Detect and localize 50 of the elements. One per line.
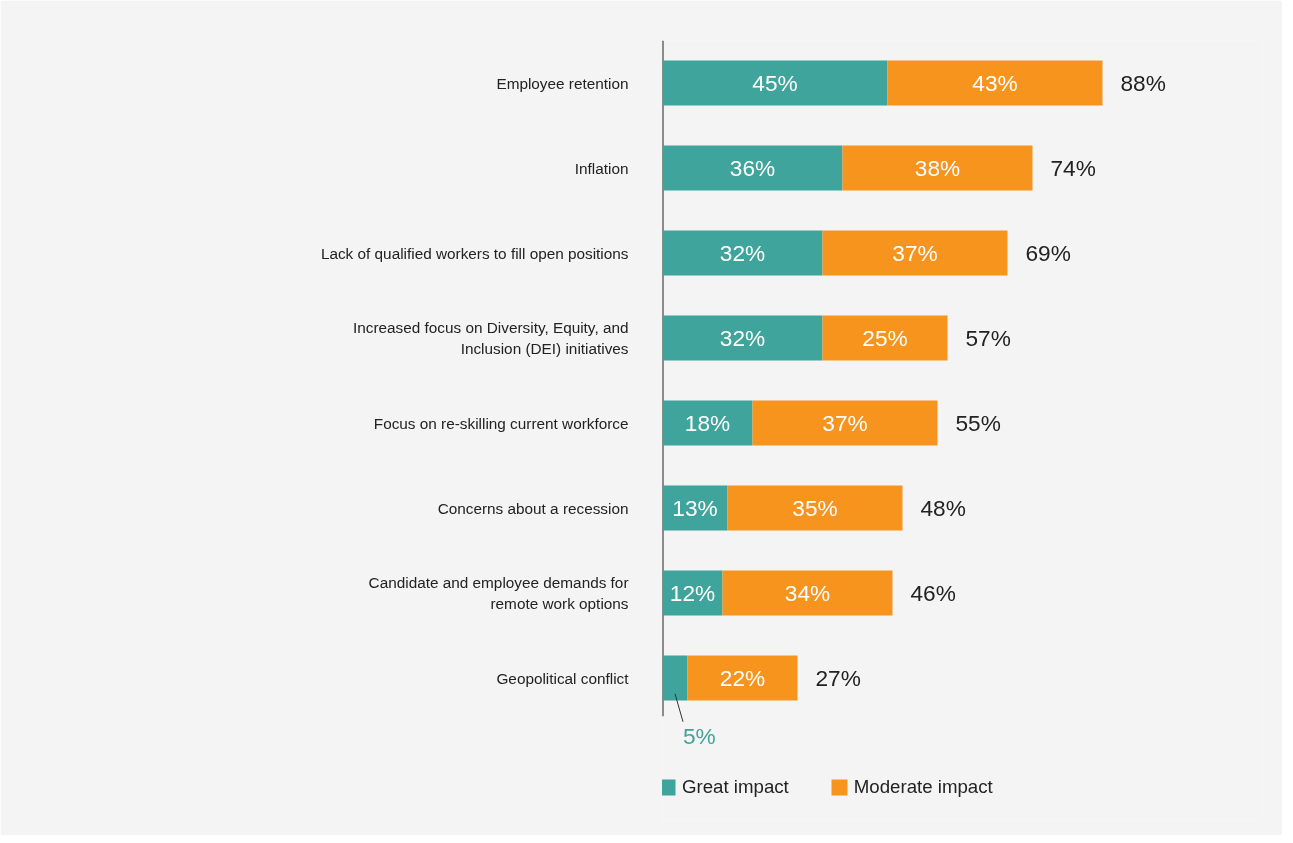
total-label: 69% — [1025, 240, 1071, 266]
data-label: 5% — [683, 723, 716, 750]
total-label: 88% — [1120, 70, 1166, 96]
total-label: 74% — [1050, 155, 1096, 181]
bar — [662, 400, 753, 446]
y-tick-label: Employee retention — [496, 74, 629, 92]
total-label: 27% — [815, 665, 861, 691]
data-label: 43% — [972, 70, 1018, 96]
bar — [822, 315, 948, 361]
bar — [662, 230, 823, 276]
y-tick-label: Lack of qualified workers to fill open positions — [320, 244, 629, 262]
data-label: 37% — [892, 240, 938, 266]
bar — [752, 400, 938, 446]
total-label: 57% — [965, 325, 1011, 351]
data-label: 13% — [672, 495, 718, 521]
bar — [722, 570, 893, 616]
data-label: 25% — [862, 325, 908, 351]
bar — [662, 485, 728, 531]
total-label: 48% — [920, 495, 966, 521]
y-tick-label: Geopolitical conflict — [496, 669, 630, 687]
bar — [662, 570, 723, 616]
bar — [822, 230, 1008, 276]
bar — [842, 145, 1033, 191]
data-label: 34% — [784, 580, 831, 606]
data-label: 32% — [719, 240, 766, 266]
bar — [727, 485, 903, 531]
bar — [662, 145, 843, 191]
y-tick-label: Concerns about a recession — [437, 499, 629, 517]
data-label: 22% — [719, 665, 766, 691]
bar — [662, 315, 823, 361]
data-label: 37% — [822, 410, 868, 436]
data-label: 36% — [729, 155, 776, 181]
data-label: 45% — [752, 70, 798, 96]
data-label: 12% — [669, 580, 716, 606]
total-label: 55% — [955, 410, 1001, 436]
legend-label: Moderate impact — [853, 776, 993, 798]
bar — [662, 655, 688, 701]
y-tick-label: Focus on re-skilling current workforce — [373, 414, 629, 432]
data-label: 32% — [719, 325, 766, 351]
data-label: 35% — [792, 495, 838, 521]
bar — [662, 60, 888, 106]
bar — [887, 60, 1103, 106]
y-tick-label: Increased focus on Diversity, Equity, and Inclusion (DEI) initiatives — [353, 319, 629, 357]
bar — [687, 655, 798, 701]
total-label: 46% — [910, 580, 956, 606]
legend-label: Great impact — [682, 776, 789, 798]
y-tick-label: Candidate and employee demands for remote work options — [368, 574, 629, 612]
y-tick-label: Inflation — [574, 159, 629, 177]
data-label: 38% — [914, 155, 961, 181]
data-label: 18% — [684, 410, 731, 436]
